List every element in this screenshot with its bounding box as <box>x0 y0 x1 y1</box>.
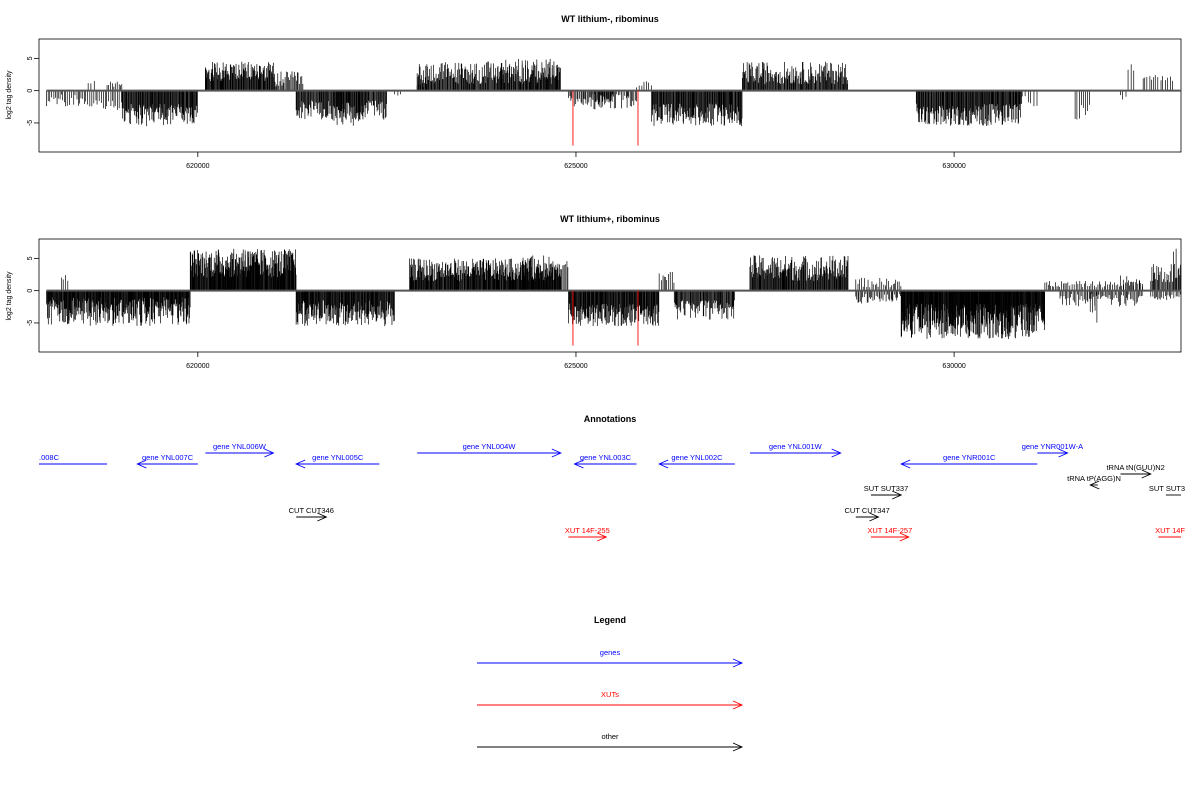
feature-label: gene YNL006W <box>213 442 267 451</box>
axes: 620000 625000 630000 -5 0 5 <box>27 56 1181 170</box>
arrow-head <box>1089 480 1100 490</box>
feature-label: gene YNL005C <box>312 453 364 462</box>
x-tick-label: 625000 <box>564 163 587 170</box>
annotations-track: Annotations .008C gene YNL007C gene YNL006… <box>39 414 1185 542</box>
feature-label: gene YNL007C <box>142 453 194 462</box>
feature-label: SUT SUT3 <box>1149 484 1185 493</box>
x-tick-label: 620000 <box>186 363 209 370</box>
annotation-feature: gene YNL004W <box>417 442 562 458</box>
annotation-feature: SUT SUT3 <box>1149 484 1185 496</box>
legend-entry: XUTs <box>477 690 744 710</box>
arrow-head <box>869 512 880 522</box>
legend-entry: other <box>477 732 744 752</box>
arrow-head <box>264 448 275 458</box>
arrow-head <box>1141 469 1152 479</box>
x-tick-label: 620000 <box>186 163 209 170</box>
annotation-feature: XUT 14F <box>1155 526 1185 538</box>
feature-label: SUT SUT337 <box>864 484 908 493</box>
y-tick-label: 5 <box>27 256 34 260</box>
feature-label: tRNA tP(AGG)N <box>1067 474 1121 483</box>
x-tick-label: 630000 <box>942 363 965 370</box>
feature-label: XUT 14F-255 <box>565 526 610 535</box>
y-axis-label: log2 tag density <box>6 70 13 120</box>
feature-label: gene YNL004W <box>463 442 517 451</box>
density-bars <box>46 248 1181 340</box>
feature-label: CUT CUT346 <box>289 506 334 515</box>
track-panel-lithium-minus: WT lithium-, ribominus log2 tag density … <box>6 14 1182 170</box>
feature-label: gene YNL003C <box>580 453 632 462</box>
annotation-feature: gene YNR001C <box>900 453 1038 469</box>
annotation-feature: gene YNL003C <box>573 453 637 469</box>
legend-label: other <box>601 732 619 741</box>
y-axis-label: log2 tag density <box>6 271 13 321</box>
annotation-feature: gene YNL001W <box>749 442 842 458</box>
legend-entries: genes XUTs other <box>477 648 744 752</box>
panel-title: WT lithium-, ribominus <box>561 14 659 24</box>
legend-title: Legend <box>594 615 626 625</box>
arrow-head <box>831 448 842 458</box>
axes: 620000 625000 630000 -5 0 5 <box>27 256 1181 370</box>
feature-label: .008C <box>39 453 60 462</box>
annotation-feature: gene YNL007C <box>136 453 198 469</box>
feature-label: tRNA tN(GUU)N2 <box>1106 463 1164 472</box>
feature-label: gene YNL001W <box>769 442 823 451</box>
annotation-feature: CUT CUT347 <box>844 506 890 522</box>
legend-label: XUTs <box>601 690 619 699</box>
feature-label: gene YNR001C <box>943 453 996 462</box>
arrow-head <box>891 490 903 500</box>
x-tick-label: 630000 <box>942 163 965 170</box>
arrow-head <box>551 448 562 458</box>
annotation-feature: gene YNL002C <box>658 453 735 469</box>
arrow-head <box>658 459 669 469</box>
annotation-feature: XUT 14F-257 <box>867 526 912 542</box>
arrow-head <box>899 532 910 542</box>
arrow-head <box>1058 448 1069 458</box>
annotation-feature: gene YNR001W-A <box>1022 442 1083 458</box>
plot-frame <box>38 38 1182 153</box>
legend-arrow-head <box>732 700 744 710</box>
annotation-features: .008C gene YNL007C gene YNL006W gene YNL005… <box>39 442 1185 542</box>
feature-label: gene YNR001W-A <box>1022 442 1083 451</box>
y-tick-label: 0 <box>27 89 34 93</box>
annotation-feature: .008C <box>39 453 108 465</box>
feature-label: CUT CUT347 <box>844 506 889 515</box>
y-tick-label: -5 <box>27 320 34 326</box>
annotation-feature: SUT SUT337 <box>864 484 908 500</box>
annotation-feature: CUT CUT346 <box>289 506 334 522</box>
annotation-feature: gene YNL006W <box>205 442 275 458</box>
arrow-head <box>597 532 608 542</box>
plot-frame <box>38 238 1182 353</box>
y-tick-label: 5 <box>27 56 34 60</box>
legend: Legend genes XUTs other <box>477 615 744 752</box>
annotation-feature: XUT 14F-255 <box>565 526 610 542</box>
annotation-feature: tRNA tN(GUU)N2 <box>1106 463 1165 479</box>
legend-arrow-head <box>732 658 744 668</box>
x-tick-label: 625000 <box>564 363 587 370</box>
legend-label: genes <box>600 648 621 657</box>
track-panel-lithium-plus: WT lithium+, ribominus log2 tag density … <box>6 214 1182 370</box>
arrow-head <box>317 512 328 522</box>
annotation-feature: tRNA tP(AGG)N <box>1067 474 1121 490</box>
feature-label: XUT 14F-257 <box>867 526 912 535</box>
annotation-feature: gene YNL005C <box>295 453 380 469</box>
feature-label: gene YNL002C <box>671 453 723 462</box>
arrow-head <box>573 459 584 469</box>
arrow-head <box>136 459 147 469</box>
arrow-head <box>900 459 911 469</box>
feature-label: XUT 14F <box>1155 526 1185 535</box>
legend-entry: genes <box>477 648 744 668</box>
annotations-title: Annotations <box>584 414 637 424</box>
density-bars <box>46 59 1173 127</box>
y-tick-label: -5 <box>27 120 34 126</box>
legend-arrow-head <box>732 742 744 752</box>
arrow-head <box>295 459 306 469</box>
y-tick-label: 0 <box>27 289 34 293</box>
panel-title: WT lithium+, ribominus <box>560 214 660 224</box>
